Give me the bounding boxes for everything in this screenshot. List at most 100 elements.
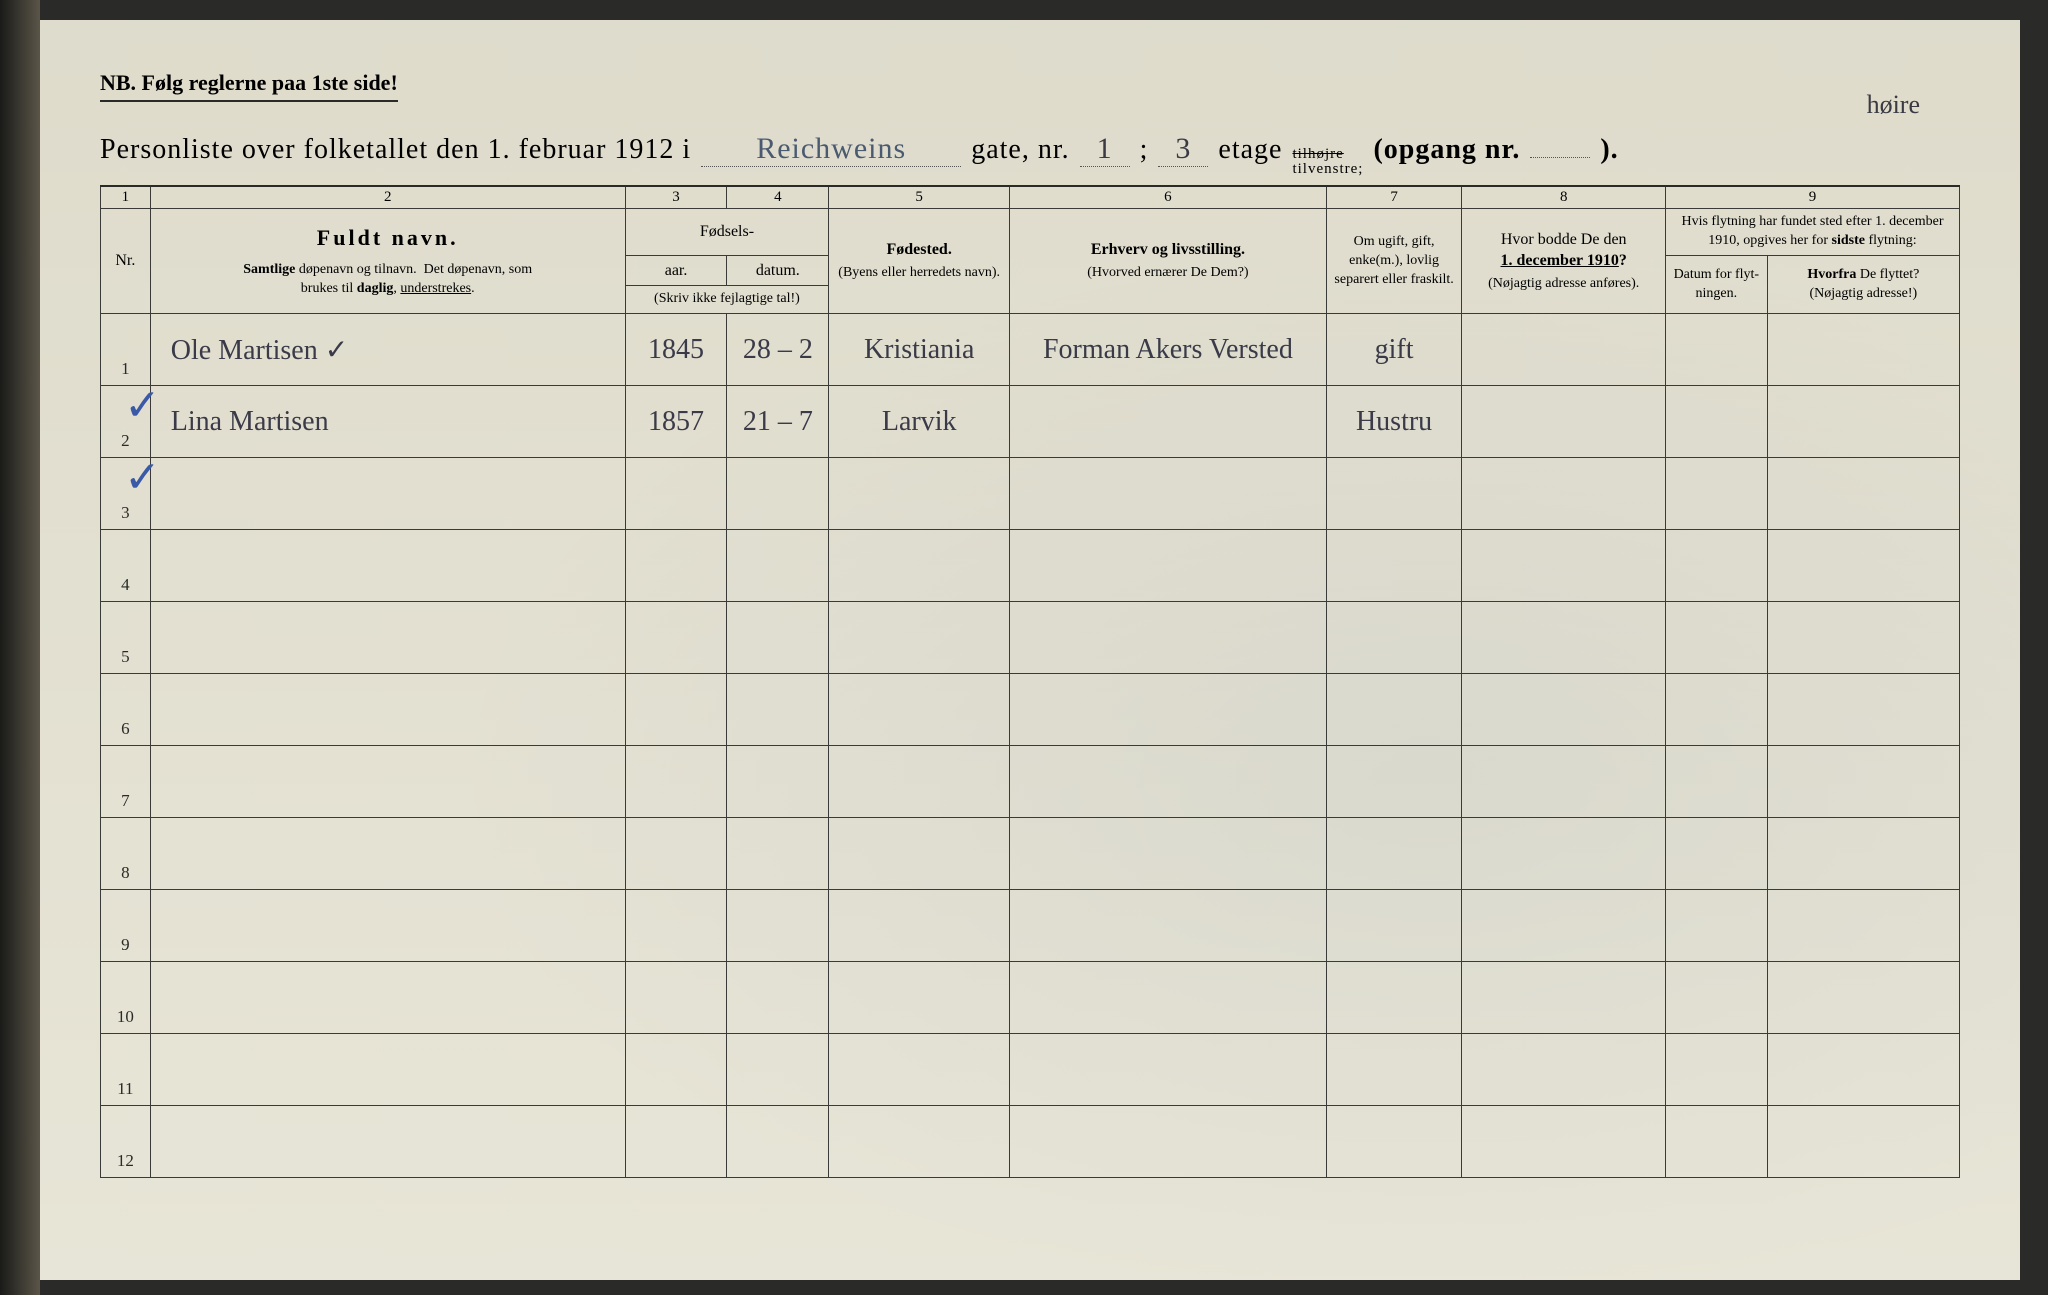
row-bodde bbox=[1462, 1106, 1666, 1178]
book-spine bbox=[0, 0, 40, 1295]
row-occupation bbox=[1010, 890, 1327, 962]
row-date bbox=[727, 818, 829, 890]
row-bodde bbox=[1462, 458, 1666, 530]
row-bodde bbox=[1462, 386, 1666, 458]
row-date bbox=[727, 674, 829, 746]
row-name bbox=[150, 746, 625, 818]
row-flyt-hvorfra bbox=[1767, 962, 1959, 1034]
row-name bbox=[150, 890, 625, 962]
row-flyt-hvorfra bbox=[1767, 458, 1959, 530]
row-year bbox=[625, 962, 727, 1034]
row-occupation bbox=[1010, 458, 1327, 530]
row-date bbox=[727, 962, 829, 1034]
row-status bbox=[1326, 818, 1462, 890]
row-nr: 8 bbox=[101, 818, 151, 890]
colnum-4: 4 bbox=[727, 186, 829, 209]
col-nr: Nr. bbox=[101, 209, 151, 314]
row-date bbox=[727, 1106, 829, 1178]
row-flyt-hvorfra bbox=[1767, 602, 1959, 674]
table-row: 1Ole Martisen ✓184528 – 2KristianiaForma… bbox=[101, 314, 1960, 386]
column-number-row: 1 2 3 4 5 6 7 8 9 bbox=[101, 186, 1960, 209]
row-flyt-datum bbox=[1665, 530, 1767, 602]
colnum-3: 3 bbox=[625, 186, 727, 209]
row-flyt-datum bbox=[1665, 890, 1767, 962]
row-flyt-datum bbox=[1665, 1034, 1767, 1106]
row-flyt-hvorfra bbox=[1767, 530, 1959, 602]
row-bodde bbox=[1462, 1034, 1666, 1106]
row-occupation: Forman Akers Versted bbox=[1010, 314, 1327, 386]
row-status bbox=[1326, 530, 1462, 602]
row-occupation bbox=[1010, 962, 1327, 1034]
checkmark-icon: ✓ bbox=[124, 380, 161, 431]
census-body: 1Ole Martisen ✓184528 – 2KristianiaForma… bbox=[101, 314, 1960, 1178]
row-date bbox=[727, 1034, 829, 1106]
row-date bbox=[727, 746, 829, 818]
row-nr: 4 bbox=[101, 530, 151, 602]
opgang-label: (opgang nr. bbox=[1373, 134, 1520, 166]
table-row: 11 bbox=[101, 1034, 1960, 1106]
fuldt-sub: Samtlige døpenavn og tilnavn. Det døpena… bbox=[157, 261, 619, 299]
row-name bbox=[150, 818, 625, 890]
row-bodde bbox=[1462, 818, 1666, 890]
etage-label: etage bbox=[1218, 134, 1282, 166]
row-place bbox=[829, 602, 1010, 674]
row-status bbox=[1326, 458, 1462, 530]
row-name bbox=[150, 602, 625, 674]
row-occupation bbox=[1010, 674, 1327, 746]
row-year bbox=[625, 1106, 727, 1178]
row-place: Kristiania bbox=[829, 314, 1010, 386]
row-flyt-datum bbox=[1665, 1106, 1767, 1178]
semicolon: ; bbox=[1140, 134, 1149, 166]
row-flyt-datum bbox=[1665, 818, 1767, 890]
row-status bbox=[1326, 962, 1462, 1034]
row-name: Ole Martisen ✓ bbox=[150, 314, 625, 386]
row-occupation bbox=[1010, 602, 1327, 674]
gate-label: gate, nr. bbox=[971, 134, 1069, 166]
row-year bbox=[625, 890, 727, 962]
col-datum: datum. bbox=[727, 255, 829, 286]
colnum-1: 1 bbox=[101, 186, 151, 209]
street-field: Reichweins bbox=[701, 132, 961, 167]
census-table: 1 2 3 4 5 6 7 8 9 Nr. Fuldt navn. Samtli… bbox=[100, 185, 1960, 1178]
row-nr: 1 bbox=[101, 314, 151, 386]
gate-nr: 1 bbox=[1080, 132, 1130, 167]
row-occupation bbox=[1010, 386, 1327, 458]
row-flyt-hvorfra bbox=[1767, 746, 1959, 818]
table-row: 7 bbox=[101, 746, 1960, 818]
fodested-title: Fødested. bbox=[887, 241, 952, 258]
row-bodde bbox=[1462, 314, 1666, 386]
row-year bbox=[625, 602, 727, 674]
row-name bbox=[150, 1106, 625, 1178]
row-place bbox=[829, 530, 1010, 602]
table-row: 8 bbox=[101, 818, 1960, 890]
row-status bbox=[1326, 1034, 1462, 1106]
row-date bbox=[727, 602, 829, 674]
table-row: 12 bbox=[101, 1106, 1960, 1178]
colnum-2: 2 bbox=[150, 186, 625, 209]
row-flyt-datum bbox=[1665, 386, 1767, 458]
col-name: Fuldt navn. Samtlige døpenavn og tilnavn… bbox=[150, 209, 625, 314]
table-row: 4 bbox=[101, 530, 1960, 602]
row-nr: 6 bbox=[101, 674, 151, 746]
tilhoire: tilhøjre bbox=[1292, 147, 1363, 162]
row-name bbox=[150, 674, 625, 746]
opgang-nr bbox=[1530, 157, 1590, 158]
table-row: 6 bbox=[101, 674, 1960, 746]
row-flyt-hvorfra bbox=[1767, 674, 1959, 746]
row-place: Larvik bbox=[829, 386, 1010, 458]
fodested-sub: (Byens eller herredets navn). bbox=[838, 265, 1000, 280]
col-flytning: Hvis flytning har fundet sted efter 1. d… bbox=[1665, 209, 1959, 256]
row-occupation bbox=[1010, 818, 1327, 890]
row-nr: 9 bbox=[101, 890, 151, 962]
col-ugift: Om ugift, gift, enke(m.), lovlig separer… bbox=[1326, 209, 1462, 314]
row-year: 1857 bbox=[625, 386, 727, 458]
table-row: 2Lina Martisen185721 – 7LarvikHustru bbox=[101, 386, 1960, 458]
row-bodde bbox=[1462, 674, 1666, 746]
row-nr: 12 bbox=[101, 1106, 151, 1178]
col-fodested: Fødested. (Byens eller herredets navn). bbox=[829, 209, 1010, 314]
row-nr: 5 bbox=[101, 602, 151, 674]
row-flyt-hvorfra bbox=[1767, 1034, 1959, 1106]
colnum-6: 6 bbox=[1010, 186, 1327, 209]
row-date bbox=[727, 458, 829, 530]
table-row: 5 bbox=[101, 602, 1960, 674]
